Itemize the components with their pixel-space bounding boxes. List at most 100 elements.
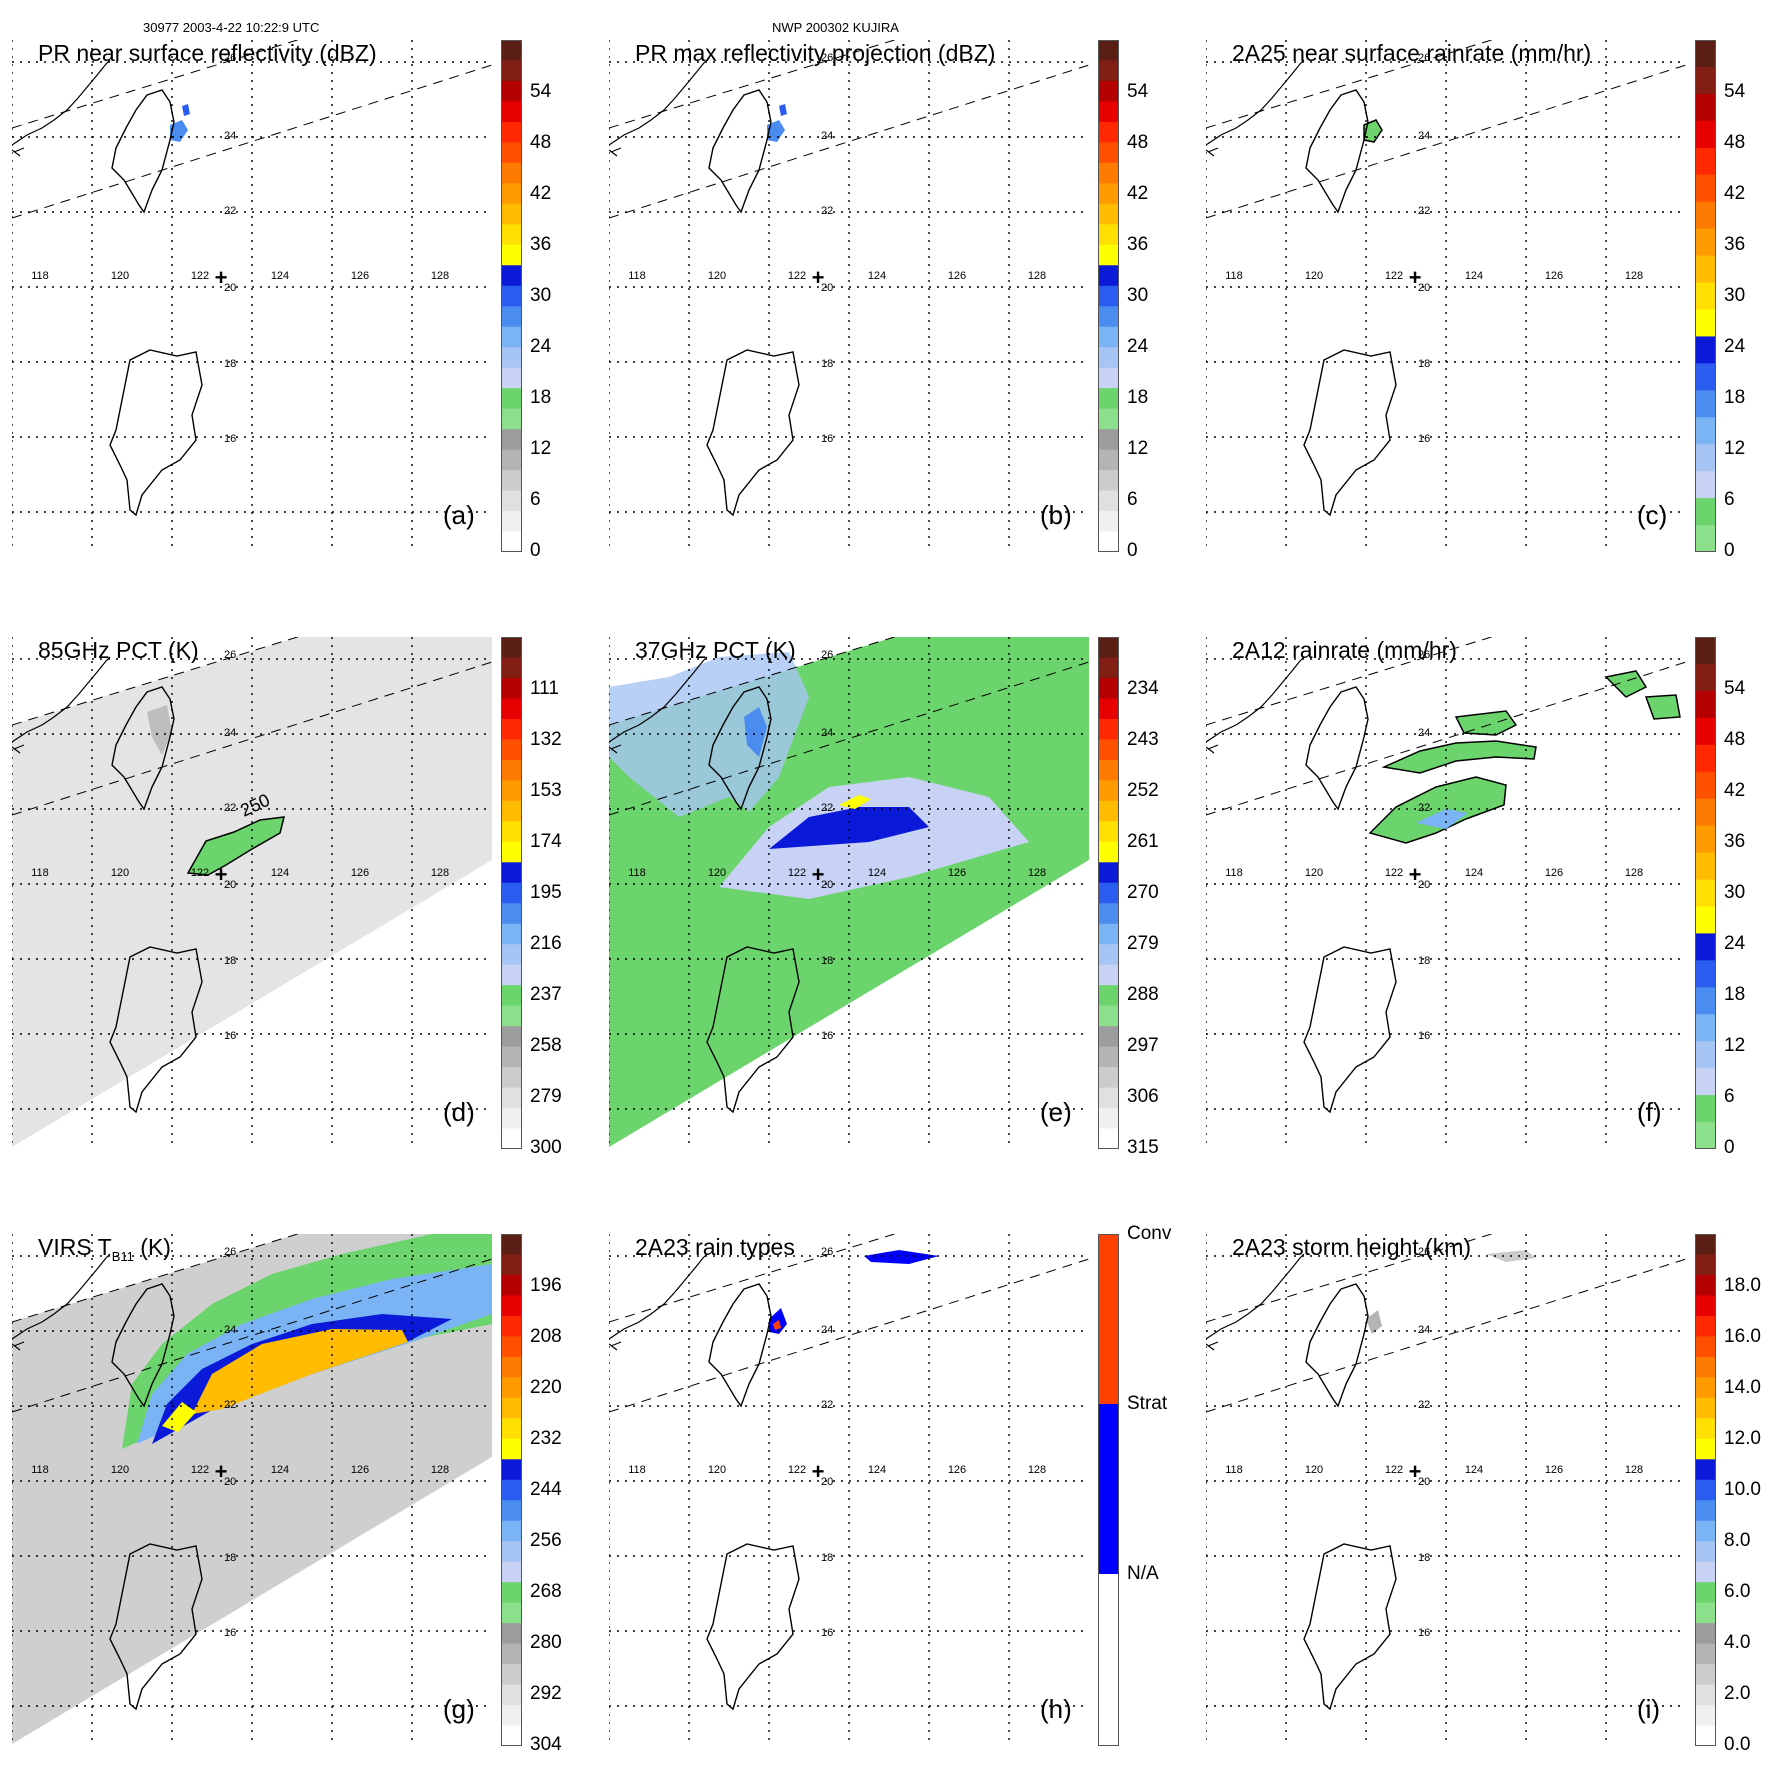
colorbar-segment (501, 657, 522, 679)
lat-label: 24 (224, 1324, 236, 1336)
coastline-luzon (1303, 946, 1397, 1114)
lon-label: 120 (111, 270, 129, 282)
lat-label: 22 (821, 205, 833, 217)
colorbar-segment (1695, 1377, 1716, 1399)
colorbar-segment (501, 367, 522, 389)
colorbar-tick-label: 48 (530, 132, 552, 153)
coldest-region (839, 795, 871, 809)
colorbar-tick-label: 18 (1724, 984, 1746, 1005)
colorbar (1098, 40, 1119, 552)
panel-title: 85GHz PCT (K) (38, 637, 199, 663)
colorbar-segment (1098, 121, 1119, 143)
colorbar-segment (1695, 1254, 1716, 1276)
lon-label: 126 (948, 270, 966, 282)
lon-label: 120 (708, 270, 726, 282)
lon-label: 124 (271, 867, 289, 879)
header-storm-name: NWP 200302 KUJIRA (772, 20, 899, 35)
colorbar-frame (1695, 637, 1716, 1149)
colorbar-segment (501, 903, 522, 925)
colorbar-segment (501, 1623, 522, 1645)
storm-center-marker: + (1409, 1459, 1422, 1484)
colorbar-segment (1098, 449, 1119, 471)
colorbar-segment (1695, 471, 1716, 499)
colorbar-segment (1695, 1664, 1716, 1686)
lon-label: 122 (788, 270, 806, 282)
lat-label: 20 (1418, 282, 1430, 294)
colorbar-tick-label: 12 (1724, 1035, 1746, 1056)
colorbar-tick-label: 30 (530, 285, 552, 306)
panel-label: (a) (443, 500, 475, 530)
colorbar-tick-label: 12 (1127, 438, 1149, 459)
colorbar-tick-label: 54 (1724, 678, 1746, 699)
lat-label: 16 (224, 1627, 236, 1639)
panel-label: (b) (1040, 500, 1072, 530)
colorbar-segment (501, 1705, 522, 1727)
colorbar-segment (501, 985, 522, 1007)
colorbar-tick-label: 300 (530, 1137, 562, 1158)
coastline-luzon (706, 946, 800, 1114)
colorbar-tick-label: 243 (1127, 729, 1159, 750)
colorbar-segment (1695, 1068, 1716, 1096)
colorbar-tick-label: 304 (530, 1734, 562, 1755)
colorbar-tick-label: 18 (530, 387, 552, 408)
lon-label: 124 (868, 270, 886, 282)
colorbar-segment (501, 1500, 522, 1522)
storm-center-marker: + (1409, 862, 1422, 887)
coastline-taiwan (708, 686, 772, 811)
colorbar-tick-label: 280 (530, 1632, 562, 1653)
lat-label: 22 (224, 1399, 236, 1411)
panel-title: 2A25 near surface rainrate (mm/hr) (1232, 40, 1592, 66)
lat-label: 26 (224, 649, 236, 661)
lat-label: 16 (1418, 1627, 1430, 1639)
lat-label: 20 (821, 879, 833, 891)
colorbar-tick-label: 4.0 (1724, 1632, 1751, 1653)
lat-label: 22 (821, 802, 833, 814)
colorbar-segment (1695, 1500, 1716, 1522)
lon-label: 128 (1028, 867, 1046, 879)
colorbar-tick-label: 42 (530, 183, 552, 204)
colorbar-segment (1695, 717, 1716, 746)
lat-label: 22 (1418, 802, 1430, 814)
colorbar-segment (501, 677, 522, 699)
rain-band (1644, 694, 1681, 720)
colorbar-tick-label: 237 (530, 984, 562, 1005)
colorbar-tick-label: 42 (1724, 183, 1746, 204)
colorbar-segment (1098, 162, 1119, 184)
colorbar-frame (501, 40, 522, 552)
lat-label: 18 (1418, 358, 1430, 370)
colorbar-segment (501, 1254, 522, 1276)
colorbar-segment (1098, 244, 1119, 266)
colorbar-segment (1695, 1459, 1716, 1481)
colorbar-segment (1695, 1295, 1716, 1317)
lon-label: 124 (271, 1464, 289, 1476)
lon-label: 124 (868, 1464, 886, 1476)
colorbar-tick-label: 30 (1724, 285, 1746, 306)
colorbar-segment (1695, 852, 1716, 881)
colorbar-ticks: 54 48 42 36 30 24 18 12 6 0 (1724, 637, 1771, 1158)
colorbar-segment (1695, 1643, 1716, 1665)
lat-label: 20 (821, 282, 833, 294)
lon-label: 118 (628, 1464, 646, 1476)
colorbar-frame (1695, 1234, 1716, 1746)
lon-label: 128 (1625, 867, 1643, 879)
colorbar-frame (501, 1234, 522, 1746)
colorbar-segment (1098, 841, 1119, 863)
colorbar-segment (501, 1108, 522, 1130)
lon-label: 128 (1028, 270, 1046, 282)
colorbar-segment (1098, 224, 1119, 246)
colorbar-ticks: Conv Strat N/A (1127, 1223, 1197, 1746)
colorbar-tick-label: 42 (1127, 183, 1149, 204)
colorbar-segment (1695, 147, 1716, 176)
colorbar-segment (1098, 285, 1119, 307)
colorbar-segment (501, 224, 522, 246)
colorbar-ticks: 234 243 252 261 270 279 288 297 306 315 (1127, 637, 1197, 1158)
colorbar-tick-label: 14.0 (1724, 1377, 1761, 1398)
colorbar-segment (1098, 923, 1119, 945)
coastline-luzon (706, 1543, 800, 1711)
colorbar-segment (1695, 744, 1716, 773)
colorbar-segment (1098, 490, 1119, 512)
colorbar-tick-label: Strat (1127, 1393, 1168, 1414)
header-orbit-time: 30977 2003-4-22 10:22:9 UTC (143, 20, 320, 35)
colorbar-segment (1098, 1067, 1119, 1089)
lon-label: 126 (1545, 270, 1563, 282)
